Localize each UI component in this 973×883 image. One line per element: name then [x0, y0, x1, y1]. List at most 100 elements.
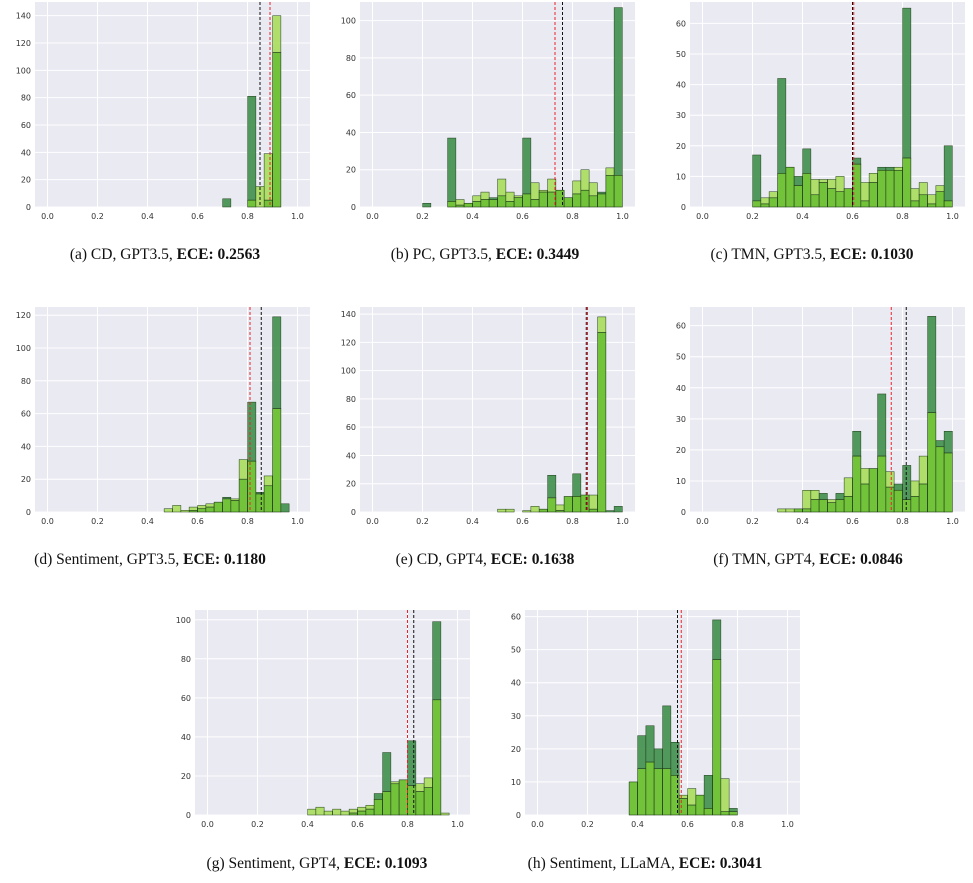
bar-series-1 — [280, 503, 290, 513]
bar-series-2 — [205, 503, 215, 508]
y-tick-label: 140 — [341, 310, 356, 319]
bar-overlap — [588, 508, 598, 513]
caption-e-ece: ECE: 0.1638 — [490, 551, 575, 568]
y-tick-label: 80 — [346, 395, 356, 404]
bar-overlap — [943, 452, 953, 513]
bar-overlap — [662, 768, 672, 816]
chart-panel-h: 0 10 20 30 40 50 60 0.0 0.2 0.4 0.6 0.8 1.0 — [490, 608, 810, 838]
bar-series-2 — [555, 504, 565, 511]
bar-series-1 — [247, 96, 257, 201]
bar-series-1 — [935, 440, 945, 448]
bar-series-1 — [653, 748, 663, 769]
bar-overlap — [432, 699, 442, 816]
bar-series-2 — [263, 475, 273, 487]
bar-series-2 — [818, 179, 828, 183]
x-tick-label: 0.8 — [566, 212, 579, 221]
x-tick-label: 0.2 — [581, 820, 594, 829]
bar-overlap — [893, 489, 903, 513]
bar-series-2 — [580, 169, 590, 191]
x-tick-label: 0.6 — [846, 212, 859, 221]
bar-overlap — [472, 201, 482, 208]
bar-series-1 — [247, 401, 257, 462]
y-tick-label: 100 — [16, 344, 31, 353]
bar-series-2 — [843, 477, 853, 497]
caption-h-ece: ECE: 0.3041 — [678, 855, 763, 872]
bar-series-1 — [902, 7, 912, 159]
bar-series-2 — [340, 810, 350, 816]
bar-series-1 — [613, 506, 623, 513]
bar-overlap — [247, 460, 257, 513]
bar-series-2 — [332, 808, 342, 816]
bar-series-1 — [373, 793, 383, 800]
bar-series-2 — [893, 166, 903, 171]
bar-overlap — [935, 446, 945, 513]
bar-overlap — [628, 781, 638, 816]
bar-overlap — [222, 498, 232, 513]
caption-f-text: (f) TMN, GPT4, — [713, 551, 816, 568]
y-tick-label: 10 — [511, 778, 521, 787]
bar-series-2 — [365, 804, 375, 810]
bar-series-2 — [927, 194, 937, 205]
bar-series-2 — [263, 153, 273, 201]
y-tick-label: 40 — [346, 128, 356, 137]
bar-overlap — [843, 496, 853, 513]
bar-overlap — [645, 761, 655, 816]
bar-overlap — [497, 195, 507, 208]
y-tick-label: 0 — [186, 811, 191, 820]
bar-series-2 — [530, 506, 540, 513]
bar-series-1 — [877, 166, 887, 171]
bar-overlap — [835, 499, 845, 513]
bar-overlap — [572, 193, 582, 208]
bar-overlap — [712, 659, 722, 816]
y-tick-label: 20 — [676, 142, 686, 151]
y-tick-label: 100 — [341, 367, 356, 376]
bar-series-2 — [885, 471, 895, 488]
bar-overlap — [852, 455, 862, 513]
bar-series-1 — [422, 203, 432, 208]
bar-series-1 — [943, 145, 953, 202]
bar-series-1 — [893, 483, 903, 491]
x-tick-label: 0.6 — [191, 517, 204, 526]
bar-series-1 — [703, 775, 713, 809]
histogram-g: 0 20 40 60 80 100 0.0 0.2 0.4 0.6 0.8 1.0 — [176, 610, 470, 829]
bar-overlap — [927, 412, 937, 513]
bar-series-2 — [440, 812, 450, 816]
caption-e: (e) CD, GPT4, ECE: 0.1638 — [396, 551, 575, 569]
x-tick-label: 0.4 — [141, 517, 154, 526]
caption-f: (f) TMN, GPT4, ECE: 0.0846 — [713, 551, 903, 569]
bar-overlap — [935, 191, 945, 208]
bar-overlap — [255, 493, 265, 513]
y-tick-label: 0 — [26, 508, 31, 517]
bar-overlap — [810, 499, 820, 513]
chart-panel-e: 0 20 40 60 80 100 120 140 0.0 0.2 0.4 0.6 0.8 1.0 — [325, 305, 645, 535]
bar-overlap — [230, 500, 240, 513]
bar-series-2 — [547, 178, 557, 193]
bar-series-2 — [918, 455, 928, 485]
y-tick-label: 120 — [341, 338, 356, 347]
bar-series-2 — [910, 480, 920, 497]
y-tick-label: 100 — [16, 66, 31, 75]
bar-series-1 — [793, 176, 803, 186]
bar-overlap — [522, 193, 532, 208]
x-tick-label: 0.4 — [141, 212, 154, 221]
bar-series-1 — [777, 78, 787, 174]
bar-overlap — [447, 201, 457, 208]
bar-series-1 — [835, 493, 845, 500]
bar-overlap — [597, 332, 607, 513]
caption-b-ece: ECE: 0.3449 — [495, 246, 580, 263]
bar-series-1 — [712, 619, 722, 660]
bar-overlap — [760, 203, 770, 208]
caption-d: (d) Sentiment, GPT3.5, ECE: 0.1180 — [34, 551, 266, 569]
caption-h-text: (h) Sentiment, LLaMA, — [527, 855, 675, 872]
bar-overlap — [793, 185, 803, 208]
y-tick-label: 60 — [181, 694, 191, 703]
caption-h: (h) Sentiment, LLaMA, ECE: 0.3041 — [528, 855, 763, 873]
bar-series-2 — [777, 508, 787, 513]
plot-area — [690, 2, 965, 207]
bar-overlap — [382, 791, 392, 816]
x-tick-label: 0.8 — [566, 517, 579, 526]
bar-series-2 — [760, 197, 770, 205]
y-tick-label: 60 — [676, 322, 686, 331]
caption-b-text: (b) PC, GPT3.5, — [390, 246, 492, 263]
x-tick-label: 0.6 — [846, 517, 859, 526]
